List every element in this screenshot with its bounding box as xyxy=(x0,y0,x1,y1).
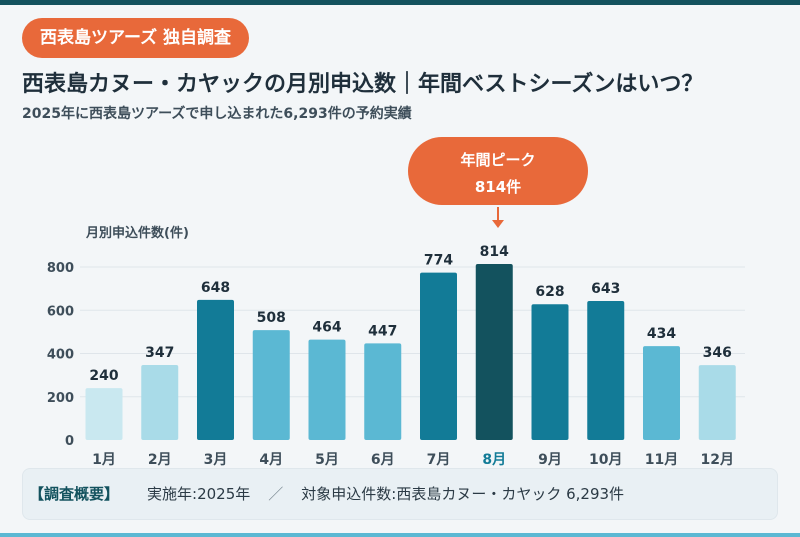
bar xyxy=(252,330,290,440)
y-tick-label: 400 xyxy=(47,348,74,363)
survey-summary-label: 【調査概要】 xyxy=(29,485,120,503)
x-tick-label: 6月 xyxy=(371,452,395,468)
page-subtitle: 2025年に西表島ツアーズで申し込まれた6,293件の予約実績 xyxy=(22,106,412,122)
x-tick-label: 11月 xyxy=(645,452,678,468)
bar-value-label: 648 xyxy=(201,280,230,296)
peak-callout-label: 年間ピーク xyxy=(460,151,536,169)
peak-arrow-line xyxy=(497,207,499,221)
survey-target: 対象申込件数:西表島カヌー・カヤック 6,293件 xyxy=(301,485,625,503)
y-axis-title: 月別申込件数(件) xyxy=(86,226,189,241)
x-tick-label: 5月 xyxy=(315,452,339,468)
y-tick-label: 200 xyxy=(47,391,74,406)
survey-year: 実施年:2025年 xyxy=(147,485,251,503)
bar xyxy=(141,364,179,440)
bar xyxy=(85,388,123,440)
bar-value-label: 240 xyxy=(89,368,118,384)
bar xyxy=(643,346,680,440)
bar xyxy=(698,365,736,440)
page-title: 西表島カヌー・カヤックの月別申込数｜年間ベストシーズンはいつ？ xyxy=(22,72,704,97)
bar-value-label: 643 xyxy=(591,281,620,297)
x-tick-label: 2月 xyxy=(148,452,172,468)
x-tick-label: 12月 xyxy=(701,452,734,468)
bottom-accent-bar xyxy=(0,533,800,537)
survey-tag: 西表島ツアーズ 独自調査 xyxy=(22,18,250,58)
y-tick-label: 800 xyxy=(47,261,74,276)
bar xyxy=(364,343,402,440)
peak-callout: 年間ピーク 814件 xyxy=(408,137,588,205)
peak-arrow-icon xyxy=(492,220,504,228)
bar-value-label: 347 xyxy=(145,345,174,361)
x-tick-label: 3月 xyxy=(204,452,228,468)
peak-callout-value: 814件 xyxy=(474,178,522,196)
bar-chart: 0 200 400 600 800 240 1月 347 2月 648 3月 508 4月 464 5月 44… xyxy=(47,244,745,468)
survey-summary: 【調査概要】 実施年:2025年 ／ 対象申込件数:西表島カヌー・カヤック 6,293… xyxy=(22,468,778,520)
y-tick-label: 600 xyxy=(47,304,74,319)
bar-value-label: 346 xyxy=(703,345,732,361)
bar-value-label: 508 xyxy=(257,310,286,326)
bar-value-label: 434 xyxy=(647,326,676,342)
bar xyxy=(531,304,569,440)
bar xyxy=(197,299,234,440)
bar-value-label: 464 xyxy=(312,320,341,336)
x-tick-label: 7月 xyxy=(427,452,451,468)
bar xyxy=(308,339,346,440)
summary-separator: ／ xyxy=(268,485,284,503)
bar-value-label: 628 xyxy=(535,284,564,300)
bar-value-label: 814 xyxy=(480,244,509,260)
bar xyxy=(420,272,457,440)
bar xyxy=(587,300,625,440)
x-tick-label: 9月 xyxy=(538,452,562,468)
top-accent-bar xyxy=(0,0,800,5)
bar xyxy=(475,263,513,440)
x-tick-label: 1月 xyxy=(92,452,116,468)
bar-value-label: 774 xyxy=(424,253,453,269)
bar-value-label: 447 xyxy=(368,323,397,339)
x-tick-label: 4月 xyxy=(259,452,283,468)
x-tick-label: 8月 xyxy=(482,452,506,468)
y-tick-label: 0 xyxy=(65,434,74,449)
x-tick-label: 10月 xyxy=(589,452,622,468)
